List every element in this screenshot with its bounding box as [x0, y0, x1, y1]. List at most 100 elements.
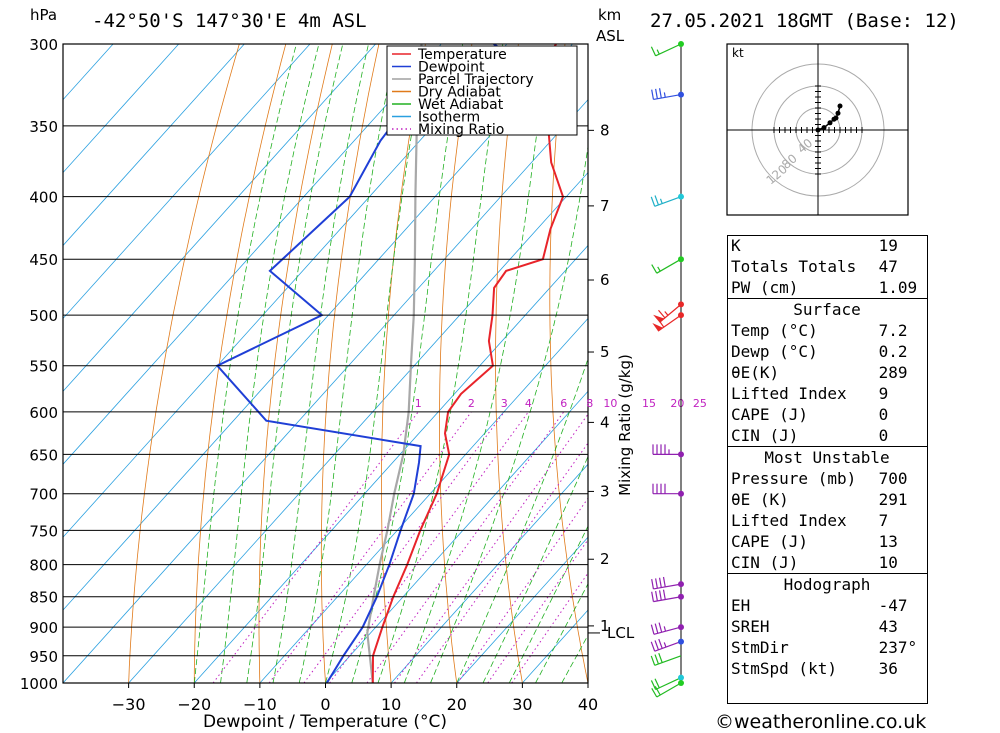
- wind-level-dot: [678, 581, 684, 588]
- legend-label: Parcel Trajectory: [418, 72, 534, 88]
- isotherm-line: [63, 44, 245, 247]
- location-title: -42°50'S 147°30'E 4m ASL: [92, 10, 367, 32]
- km-tick-label: 5: [600, 343, 610, 361]
- index-label: SREH: [731, 617, 770, 636]
- wind-level-dot: [678, 301, 684, 308]
- index-value: 10: [878, 553, 898, 572]
- legend-box: [386, 45, 578, 136]
- wind-barb-shaft: [654, 655, 682, 666]
- indices-row: EH -47: [727, 595, 927, 616]
- hpa-axis-title: hPa: [30, 6, 58, 24]
- wind-barb-feather: [655, 578, 658, 589]
- dewpoint-line: [215, 44, 524, 683]
- wind-level-dot: [678, 624, 684, 631]
- wind-barb-feather: [650, 655, 656, 666]
- wind-barb-feather: [662, 589, 666, 600]
- x-tick-label: 40: [578, 695, 598, 714]
- wind-barb-half-feather: [664, 311, 669, 316]
- wind-barb-feather: [654, 678, 660, 689]
- km-tick-label: 3: [600, 482, 610, 500]
- isotherm-line: [63, 44, 311, 320]
- wind-barb: [652, 483, 681, 495]
- wind-barb-half-feather: [663, 642, 667, 648]
- mixing-ratio-line: [416, 442, 588, 683]
- pressure-tick-label: 450: [29, 251, 58, 269]
- wind-barb-feather: [654, 654, 660, 665]
- indices-row: θE (K) 291: [727, 489, 927, 510]
- indices-row: CAPE (J) 0: [727, 404, 927, 425]
- isotherm-line: [259, 317, 588, 683]
- mixing-ratio-label: 15: [642, 397, 656, 410]
- wind-barb: [650, 638, 682, 652]
- wind-barb-feather: [654, 640, 660, 651]
- wind-level-dot: [678, 41, 684, 47]
- mixing-ratio-label: 25: [693, 397, 707, 410]
- indices-row: Lifted Index 9: [727, 383, 927, 404]
- km-axis-title: km: [598, 6, 622, 24]
- isotherm-line: [63, 44, 442, 465]
- wind-barb-feather: [658, 309, 666, 319]
- wind-barb-shaft: [657, 314, 682, 332]
- pressure-tick-label: 550: [29, 358, 58, 376]
- mixing-ratio-line: [487, 538, 588, 683]
- wind-barb: [651, 589, 682, 603]
- legend-label: Temperature: [417, 47, 507, 63]
- pressure-tick-label: 400: [29, 189, 58, 207]
- index-label: Totals Totals: [731, 257, 857, 276]
- wind-level-dot: [678, 593, 684, 600]
- dry-adiabat-line: [937, 44, 1000, 683]
- wind-barb-half-feather: [663, 626, 667, 632]
- pressure-tick-label: 1000: [20, 675, 58, 693]
- wind-barb-feather: [651, 264, 658, 274]
- legend-label: Mixing Ratio: [418, 122, 504, 138]
- wind-barb: [650, 677, 682, 691]
- x-tick-label: 20: [447, 695, 467, 714]
- x-axis-title: Dewpoint / Temperature (°C): [203, 712, 447, 732]
- section-title-text: Hodograph: [727, 573, 927, 595]
- wind-barb-shaft: [655, 677, 682, 691]
- index-value: 700: [878, 469, 908, 488]
- mixing-ratio-label: 8: [586, 397, 593, 410]
- wind-barb: [650, 195, 682, 207]
- index-label: EH: [731, 596, 751, 615]
- wind-level-dot: [678, 91, 684, 98]
- wind-barb: [650, 43, 682, 57]
- mixing-ratio-label: 6: [560, 397, 567, 410]
- index-label: Temp (°C): [731, 321, 818, 340]
- wind-level-dot: [678, 674, 684, 681]
- indices-row: CAPE (J) 13: [727, 531, 927, 552]
- x-tick-label: −10: [243, 695, 277, 714]
- indices-row: Dewp (°C) 0.2: [727, 341, 927, 362]
- mixing-ratio-label: 2: [468, 397, 475, 410]
- indices-section-title: Most Unstable: [727, 446, 927, 468]
- pressure-tick-label: 650: [29, 446, 58, 464]
- indices-row: Temp (°C) 7.2: [727, 320, 927, 341]
- wind-barb: [651, 88, 682, 101]
- wind-barb-feather: [651, 688, 658, 698]
- hodograph-point: [815, 127, 821, 133]
- wind-barb-feather: [658, 622, 663, 633]
- lcl-label: LCL: [607, 624, 635, 642]
- wind-barb-feather: [658, 577, 662, 588]
- wind-barb-shaft: [653, 596, 682, 603]
- wind-barb-feather: [650, 680, 657, 690]
- wet-adiabat-line: [298, 44, 397, 683]
- wind-level-dot: [678, 490, 684, 497]
- indices-row: Pressure (mb) 700: [727, 468, 927, 489]
- wind-barb-feather: [650, 624, 655, 635]
- isotherm-line: [63, 44, 376, 392]
- wind-barb: [650, 653, 682, 666]
- wind-barb-feather: [650, 196, 656, 207]
- indices-row: SREH 43: [727, 616, 927, 637]
- dry-adiabat-line: [495, 44, 523, 683]
- legend-label: Isotherm: [418, 110, 480, 126]
- indices-section-title: Hodograph: [727, 573, 927, 595]
- hodograph-point: [827, 120, 833, 126]
- index-label: θE (K): [731, 490, 789, 509]
- isotherm-line: [128, 171, 588, 683]
- wind-barb-half-feather: [657, 266, 661, 272]
- index-label: CIN (J): [731, 553, 799, 572]
- index-value: 19: [878, 236, 898, 255]
- wind-barb-feather: [654, 195, 660, 206]
